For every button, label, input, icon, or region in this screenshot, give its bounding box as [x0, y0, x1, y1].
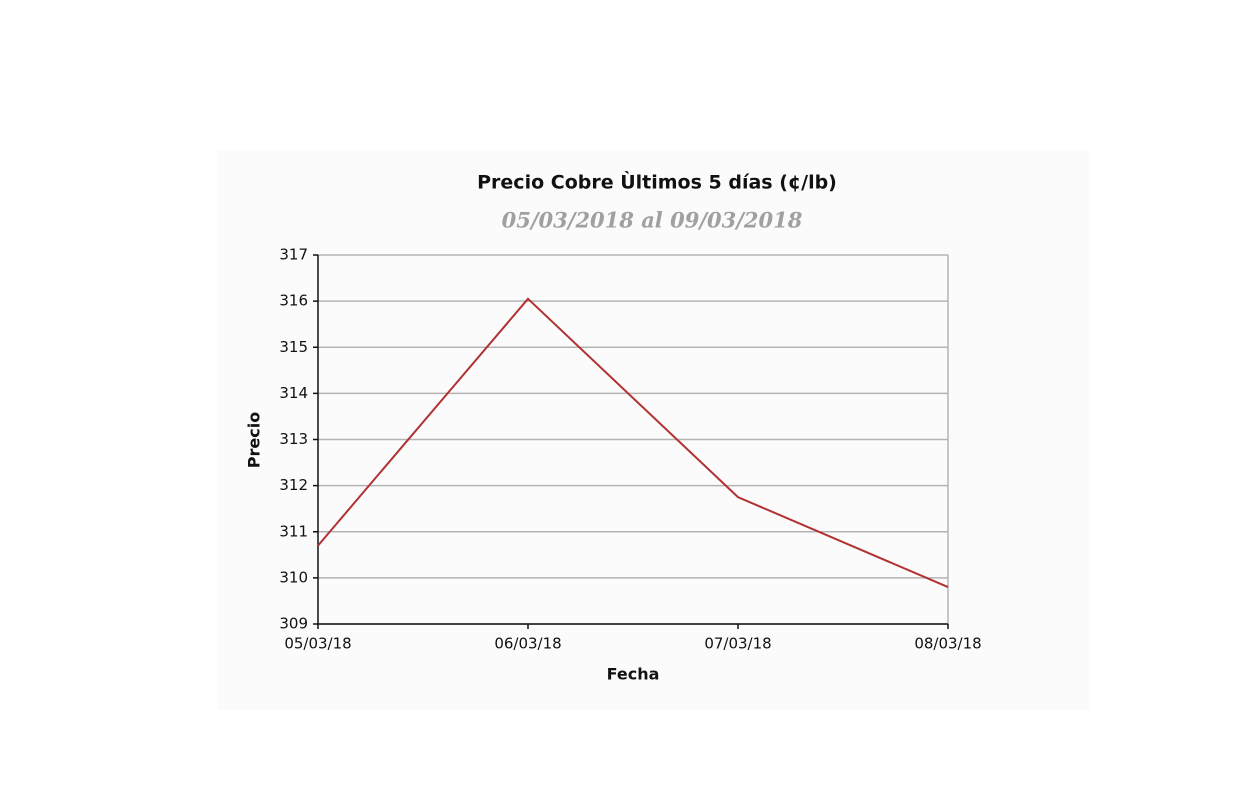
- y-tick-label: 309: [279, 615, 308, 633]
- x-tick-label: 06/03/18: [494, 635, 561, 653]
- price-line: [317, 297, 949, 589]
- y-tick-label: 315: [279, 338, 308, 356]
- x-tick-label: 08/03/18: [914, 635, 981, 653]
- chart-title: Precio Cobre Ùltimos 5 días (¢/lb): [477, 170, 837, 194]
- chart-background: [218, 150, 1090, 710]
- y-axis-title: Precio: [245, 412, 264, 468]
- y-tick-label: 312: [279, 476, 308, 494]
- y-tick-label: 317: [279, 246, 308, 264]
- y-tick-label: 311: [279, 522, 308, 540]
- y-tick-label: 310: [279, 568, 308, 586]
- x-tick-label: 05/03/18: [284, 635, 351, 653]
- y-tick-label: 316: [279, 292, 308, 310]
- chart-subtitle: 05/03/2018 al 09/03/2018: [502, 208, 803, 233]
- x-axis-title: Fecha: [607, 665, 660, 684]
- y-tick-label: 314: [279, 384, 308, 402]
- y-tick-label: 313: [279, 430, 308, 448]
- x-tick-label: 07/03/18: [704, 635, 771, 653]
